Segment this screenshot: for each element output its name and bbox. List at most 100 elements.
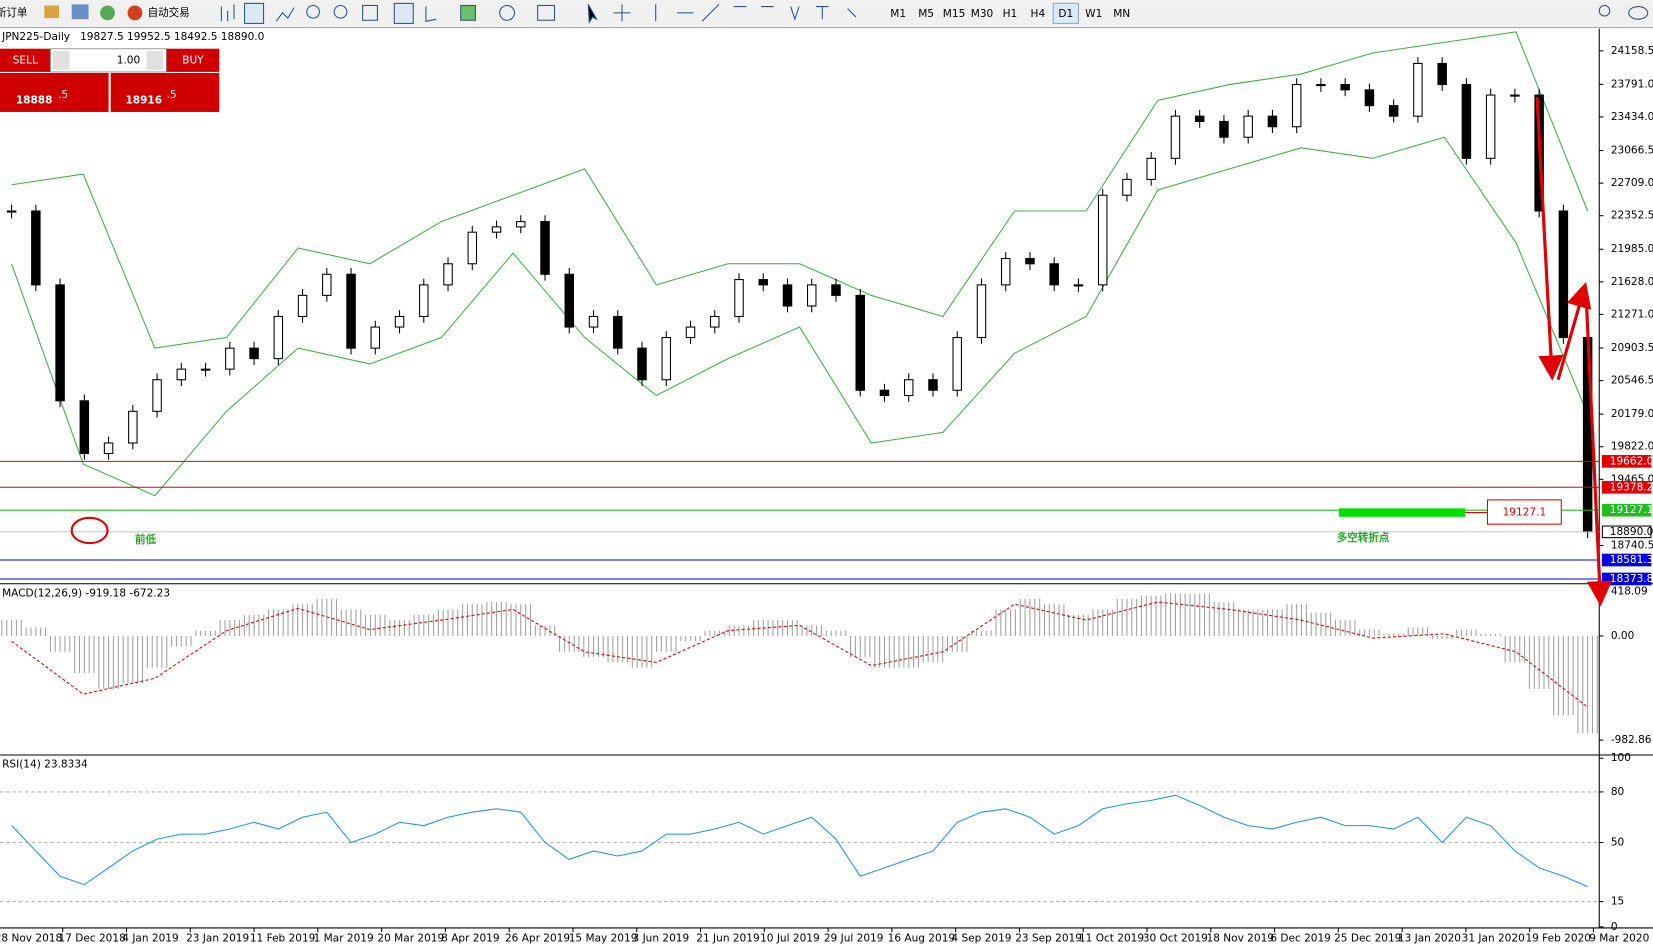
x-tick-label: 11 Oct 2019 (1079, 932, 1144, 944)
icon[interactable] (306, 4, 320, 19)
candle (516, 221, 526, 228)
candle (225, 347, 235, 370)
y-tick-label: 21271.0 (1611, 308, 1653, 320)
x-tick-label: 28 Nov 2018 (0, 932, 62, 944)
icon[interactable] (425, 6, 437, 22)
timeframe-button[interactable]: M15 (943, 8, 966, 20)
candle (928, 379, 938, 391)
icon[interactable] (44, 5, 60, 19)
candle (55, 284, 65, 402)
trend-arrows (1535, 97, 1613, 607)
bollinger-upper (11, 31, 1589, 349)
x-tick-label: 26 Apr 2019 (505, 932, 570, 944)
level-tag (1601, 553, 1652, 567)
icon[interactable] (537, 4, 556, 21)
candle (79, 400, 90, 455)
candle (273, 315, 284, 360)
timeframe-button[interactable]: H1 (1003, 8, 1018, 20)
timeframe-button[interactable]: M30 (971, 8, 994, 20)
x-tick-label: 29 Jul 2019 (824, 932, 884, 944)
candle (976, 284, 987, 339)
candle (322, 273, 332, 296)
sell-button[interactable] (0, 48, 51, 72)
bid-price: 18888 (16, 94, 53, 106)
rsi-y-tick-label: 100 (1611, 752, 1631, 764)
x-tick-label: 9 Mar 2020 (1589, 932, 1649, 944)
candle (1122, 178, 1132, 196)
x-tick-label: 20 Mar 2019 (377, 932, 444, 944)
bid-box[interactable] (0, 72, 109, 112)
icon[interactable] (393, 2, 414, 24)
y-tick-label: 22709.0 (1611, 177, 1653, 189)
x-tick-label: 23 Sep 2019 (1015, 932, 1082, 944)
buy-label[interactable]: BUY (182, 54, 204, 66)
icon[interactable] (220, 4, 235, 22)
timeframe-button[interactable]: H4 (1031, 8, 1046, 20)
candle (31, 210, 41, 286)
spin-up[interactable] (146, 50, 164, 70)
level-tag (1601, 503, 1652, 517)
x-tick-label: 16 Aug 2019 (888, 932, 955, 944)
timeframe-button[interactable]: W1 (1085, 8, 1102, 20)
search-icon[interactable] (1598, 4, 1611, 17)
candle (176, 368, 187, 381)
active-timeframe (1052, 2, 1079, 24)
icon[interactable] (613, 4, 857, 22)
icon[interactable] (333, 4, 348, 19)
ask-pips: .5 (167, 89, 177, 101)
sell-label[interactable]: SELL (13, 54, 38, 66)
icon[interactable] (100, 5, 115, 21)
timeframe-button[interactable]: M5 (918, 8, 934, 20)
candle (1413, 62, 1423, 117)
level-tag (1601, 525, 1652, 539)
level-tag (1601, 455, 1652, 468)
x-tick-label: 4 Jan 2019 (122, 932, 178, 944)
icon[interactable] (71, 4, 89, 20)
icon[interactable] (499, 4, 515, 21)
timeframe-button[interactable]: D1 (1058, 8, 1073, 20)
icon[interactable] (244, 2, 265, 24)
candle (952, 337, 962, 391)
buy-button[interactable] (166, 48, 220, 72)
level-callout (1486, 499, 1562, 525)
x-tick-label: 19 Feb 2020 (1525, 932, 1591, 944)
candle (1194, 115, 1205, 122)
timeframe-button[interactable]: MN (1113, 8, 1130, 20)
candle (1388, 105, 1399, 117)
macd-title: MACD(12,26,9) -919.18 -672.23 (2, 588, 170, 600)
symbol-label: JPN225-Daily (1, 31, 70, 43)
y-tick-label: 19822.0 (1611, 441, 1653, 453)
candle (806, 284, 817, 307)
candle (467, 231, 478, 265)
spin-down[interactable] (52, 50, 70, 70)
chat-icon[interactable] (1628, 6, 1649, 20)
auto-trading-icon[interactable] (127, 5, 143, 21)
x-tick-label: 4 Sep 2019 (951, 932, 1011, 944)
volume-value[interactable]: 1.00 (117, 54, 140, 66)
candle (1267, 115, 1278, 128)
prev-low-circle (70, 516, 109, 545)
auto-trading-button[interactable]: 自动交易 (148, 6, 190, 19)
level-label: 18581.3 (1610, 554, 1653, 566)
icon[interactable] (275, 7, 295, 22)
candle (710, 315, 720, 328)
candle (1340, 84, 1350, 91)
candle (1146, 157, 1156, 180)
candle (1316, 84, 1326, 87)
candle (831, 284, 841, 296)
toolbar (0, 0, 1653, 28)
turning-point-bar (1338, 508, 1466, 517)
x-tick-label: 25 Dec 2019 (1334, 932, 1401, 944)
x-tick-label: 31 Jan 2020 (1462, 932, 1525, 944)
icon[interactable] (460, 4, 476, 21)
prev-low-annotation: 前低 (135, 533, 157, 546)
ask-box[interactable] (110, 72, 220, 112)
new-order-button[interactable]: 新订单 (0, 6, 27, 19)
timeframe-button[interactable]: M1 (890, 8, 906, 20)
icon[interactable] (362, 4, 378, 21)
candle (1364, 89, 1375, 107)
arrow (1585, 305, 1613, 607)
icon[interactable] (587, 4, 599, 25)
